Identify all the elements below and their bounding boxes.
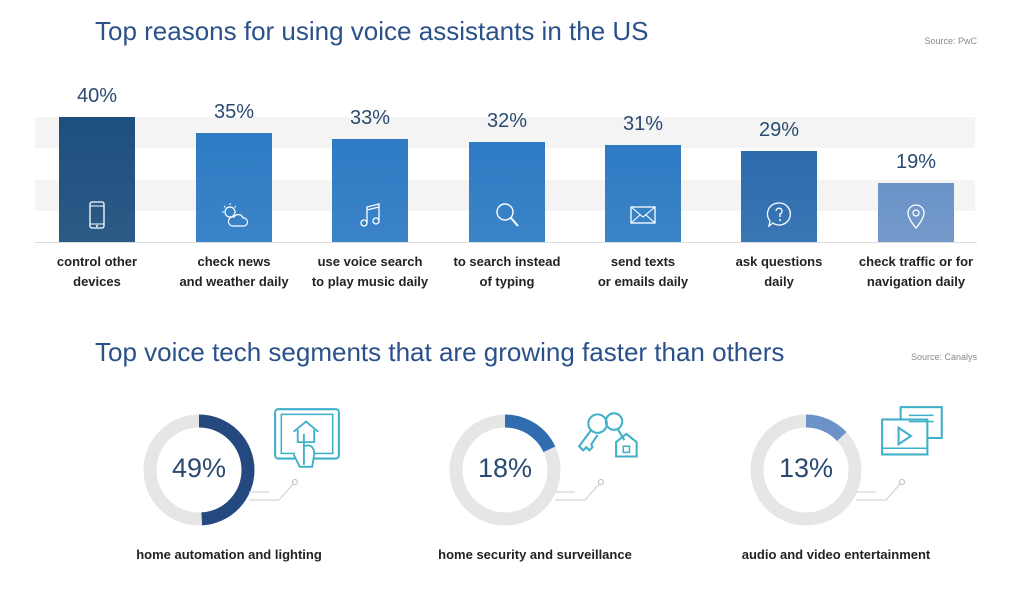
category-label: ask questions daily bbox=[704, 252, 854, 292]
bar-value-label: 19% bbox=[895, 150, 937, 173]
category-label: check news and weather daily bbox=[159, 252, 309, 292]
donut-chart bbox=[143, 414, 269, 526]
weather-icon bbox=[219, 200, 249, 230]
donut-segment bbox=[750, 414, 862, 526]
category-label-line: to search instead bbox=[453, 254, 561, 269]
category-label: check traffic or for navigation daily bbox=[841, 252, 991, 292]
smart-home-tablet-icon bbox=[271, 405, 343, 476]
keys-house-icon bbox=[577, 405, 649, 476]
bar bbox=[196, 132, 272, 242]
bar bbox=[741, 151, 817, 242]
connector-line bbox=[249, 479, 298, 501]
location-pin-icon bbox=[901, 200, 931, 230]
bar bbox=[469, 142, 545, 242]
connector-line bbox=[856, 479, 905, 501]
segment-label: home automation and lighting bbox=[136, 547, 322, 562]
question-bubble-icon bbox=[764, 200, 794, 230]
category-label-line: daily bbox=[764, 274, 794, 289]
segment-label: home security and surveillance bbox=[438, 547, 632, 562]
bar bbox=[878, 182, 954, 242]
bar-chart-title: Top reasons for using voice assistants i… bbox=[95, 16, 649, 46]
donut-chart bbox=[750, 414, 876, 526]
bar-value-label: 33% bbox=[349, 106, 391, 129]
bar-value-label: 29% bbox=[758, 119, 800, 142]
donut-section-title: Top voice tech segments that are growing… bbox=[95, 337, 785, 367]
bar-value-label: 40% bbox=[76, 85, 118, 107]
donut-value-label: 18% bbox=[477, 453, 533, 483]
category-label: control other devices bbox=[22, 252, 172, 292]
category-label-line: of typing bbox=[479, 274, 535, 289]
category-label-line: to play music daily bbox=[311, 274, 429, 289]
category-label-line: check news bbox=[197, 254, 271, 269]
category-label-line: or emails daily bbox=[597, 274, 689, 289]
category-label-line: send texts bbox=[610, 254, 676, 269]
donut-value-label: 49% bbox=[171, 453, 227, 483]
media-player-icon bbox=[878, 405, 950, 476]
donut-chart bbox=[449, 414, 575, 526]
donut-value-label: 13% bbox=[778, 453, 834, 483]
donut-segment bbox=[143, 414, 255, 526]
category-label-line: devices bbox=[73, 274, 121, 289]
bar-value-label: 31% bbox=[622, 113, 664, 136]
bar-value-label: 35% bbox=[213, 100, 255, 123]
category-label-line: use voice search bbox=[317, 254, 423, 269]
smartphone-icon bbox=[82, 200, 112, 230]
category-label-line: control other bbox=[56, 254, 138, 269]
x-axis-line bbox=[35, 242, 977, 243]
bar bbox=[605, 145, 681, 242]
category-label: use voice search to play music daily bbox=[295, 252, 445, 292]
category-label: to search instead of typing bbox=[432, 252, 582, 292]
category-label: send texts or emails daily bbox=[568, 252, 718, 292]
donut-segment bbox=[449, 414, 561, 526]
connector-line bbox=[555, 479, 604, 501]
bar bbox=[59, 117, 135, 242]
category-label-line: and weather daily bbox=[179, 274, 289, 289]
envelope-icon bbox=[628, 200, 658, 230]
music-note-icon bbox=[355, 200, 385, 230]
search-icon bbox=[492, 200, 522, 230]
donut-section-source: Source: Canalys bbox=[910, 352, 977, 362]
category-label-line: check traffic or for bbox=[858, 254, 974, 269]
category-label-line: ask questions bbox=[735, 254, 823, 269]
segment-label: audio and video entertainment bbox=[741, 547, 931, 562]
category-label-line: navigation daily bbox=[866, 274, 966, 289]
bar bbox=[332, 138, 408, 242]
bar-value-label: 32% bbox=[486, 110, 528, 132]
bar-chart-source: Source: PwC bbox=[924, 36, 977, 46]
